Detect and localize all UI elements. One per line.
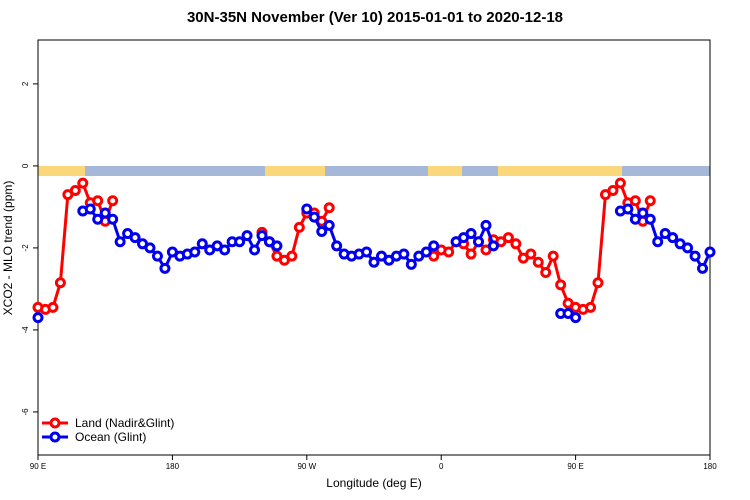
data-point (92, 213, 104, 225)
data-point (510, 238, 522, 250)
legend-marker (49, 431, 61, 443)
data-point (114, 236, 126, 248)
data-point (555, 279, 567, 291)
data-point (532, 256, 544, 268)
data-point (361, 246, 373, 258)
data-point (644, 213, 656, 225)
land-mask (38, 166, 710, 176)
data-point (547, 250, 559, 262)
land-band (498, 166, 622, 176)
data-point (32, 312, 44, 324)
data-point (301, 203, 313, 215)
data-point (682, 242, 694, 254)
x-tick-label: 180 (703, 462, 717, 471)
data-point (637, 207, 649, 219)
data-point (585, 301, 597, 313)
data-point (189, 246, 201, 258)
data-point (540, 267, 552, 279)
data-point (667, 232, 679, 244)
data-point (570, 312, 582, 324)
data-point (54, 277, 66, 289)
data-point (704, 246, 716, 258)
data-point (652, 236, 664, 248)
y-tick-label: -4 (21, 326, 30, 334)
data-point (428, 240, 440, 252)
data-point (286, 250, 298, 262)
data-point (644, 195, 656, 207)
ocean-band (325, 166, 428, 176)
data-point (92, 195, 104, 207)
data-point (607, 184, 619, 196)
data-point (99, 207, 111, 219)
data-point (271, 240, 283, 252)
data-point (323, 219, 335, 231)
data-point (308, 211, 320, 223)
data-point (465, 228, 477, 240)
data-point (77, 177, 89, 189)
land-band (428, 166, 462, 176)
data-point (398, 248, 410, 260)
data-point (502, 232, 514, 244)
x-tick-label: 90 E (567, 462, 583, 471)
data-point (316, 226, 328, 238)
data-point (293, 221, 305, 233)
data-point (405, 258, 417, 270)
ocean-band (462, 166, 498, 176)
y-tick-label: -2 (21, 244, 30, 252)
land-band (38, 166, 85, 176)
data-point (331, 240, 343, 252)
data-point (129, 232, 141, 244)
x-tick-label: 90 E (30, 462, 46, 471)
data-point (420, 246, 432, 258)
data-point (487, 240, 499, 252)
legend-label: Ocean (Glint) (75, 430, 146, 444)
data-point (144, 242, 156, 254)
data-point (525, 248, 537, 260)
ocean-band (85, 166, 265, 176)
data-point (151, 250, 163, 262)
x-axis-label: Longitude (deg E) (326, 476, 421, 490)
data-point (629, 195, 641, 207)
land-band (265, 166, 325, 176)
x-tick-label: 180 (166, 462, 180, 471)
data-point (443, 246, 455, 258)
data-point (689, 250, 701, 262)
data-point (697, 262, 709, 274)
data-point (614, 177, 626, 189)
data-point (629, 213, 641, 225)
data-point (368, 256, 380, 268)
data-point (107, 213, 119, 225)
data-point (256, 230, 268, 242)
data-point (241, 230, 253, 242)
ocean-band (622, 166, 710, 176)
data-point (323, 202, 335, 214)
data-point (84, 203, 96, 215)
data-point (465, 248, 477, 260)
data-point (234, 236, 246, 248)
data-point (47, 301, 59, 313)
data-point (107, 195, 119, 207)
y-tick-label: 2 (21, 81, 30, 86)
data-point (592, 277, 604, 289)
data-point (69, 184, 81, 196)
y-axis-label: XCO2 - MLO trend (ppm) (1, 181, 15, 316)
data-point (159, 262, 171, 274)
legend-label: Land (Nadir&Glint) (75, 416, 174, 430)
legend-marker (49, 417, 61, 429)
data-point (196, 238, 208, 250)
data-point (480, 219, 492, 231)
y-tick-label: -6 (21, 408, 30, 416)
data-point (249, 244, 261, 256)
data-point (473, 236, 485, 248)
series-line (37, 180, 652, 311)
chart-title: 30N-35N November (Ver 10) 2015-01-01 to … (187, 9, 563, 26)
x-tick-label: 90 W (297, 462, 316, 471)
y-tick-label: 0 (21, 163, 30, 168)
data-point (622, 203, 634, 215)
x-tick-label: 0 (439, 462, 444, 471)
series-line (82, 207, 712, 319)
data-point (219, 244, 231, 256)
